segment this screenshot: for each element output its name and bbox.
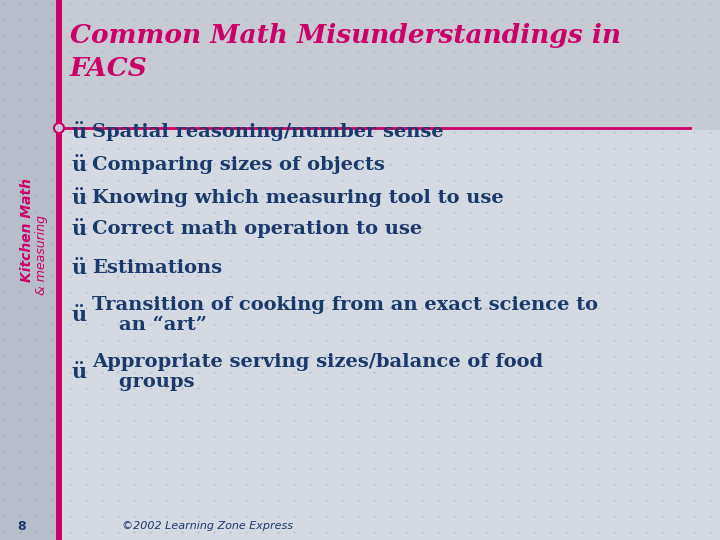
Text: ü: ü — [72, 188, 87, 208]
Text: ü: ü — [72, 305, 87, 325]
Text: ü: ü — [72, 219, 87, 239]
Text: ü: ü — [72, 362, 87, 382]
Bar — [62, 0, 720, 130]
Text: Estimations: Estimations — [92, 259, 222, 277]
Text: Comparing sizes of objects: Comparing sizes of objects — [92, 156, 385, 174]
Text: Common Math Misunderstandings in: Common Math Misunderstandings in — [70, 24, 621, 49]
Text: FACS: FACS — [70, 56, 148, 80]
Bar — [56, 0, 62, 540]
Text: Correct math operation to use: Correct math operation to use — [92, 220, 422, 238]
Bar — [0, 0, 62, 540]
Text: Knowing which measuring tool to use: Knowing which measuring tool to use — [92, 189, 503, 207]
Text: & measuring: & measuring — [35, 215, 48, 295]
Text: Transition of cooking from an exact science to
    an “art”: Transition of cooking from an exact scie… — [92, 295, 598, 334]
Text: ü: ü — [72, 122, 87, 142]
Bar — [62, 130, 720, 540]
Text: 8: 8 — [17, 519, 26, 532]
Text: ü: ü — [72, 155, 87, 175]
Text: ü: ü — [72, 258, 87, 278]
Text: Spatial reasoning/number sense: Spatial reasoning/number sense — [92, 123, 444, 141]
Circle shape — [54, 123, 64, 133]
Text: ©2002 Learning Zone Express: ©2002 Learning Zone Express — [122, 521, 293, 531]
Text: Appropriate serving sizes/balance of food
    groups: Appropriate serving sizes/balance of foo… — [92, 353, 543, 392]
Text: Kitchen Math: Kitchen Math — [20, 178, 34, 282]
